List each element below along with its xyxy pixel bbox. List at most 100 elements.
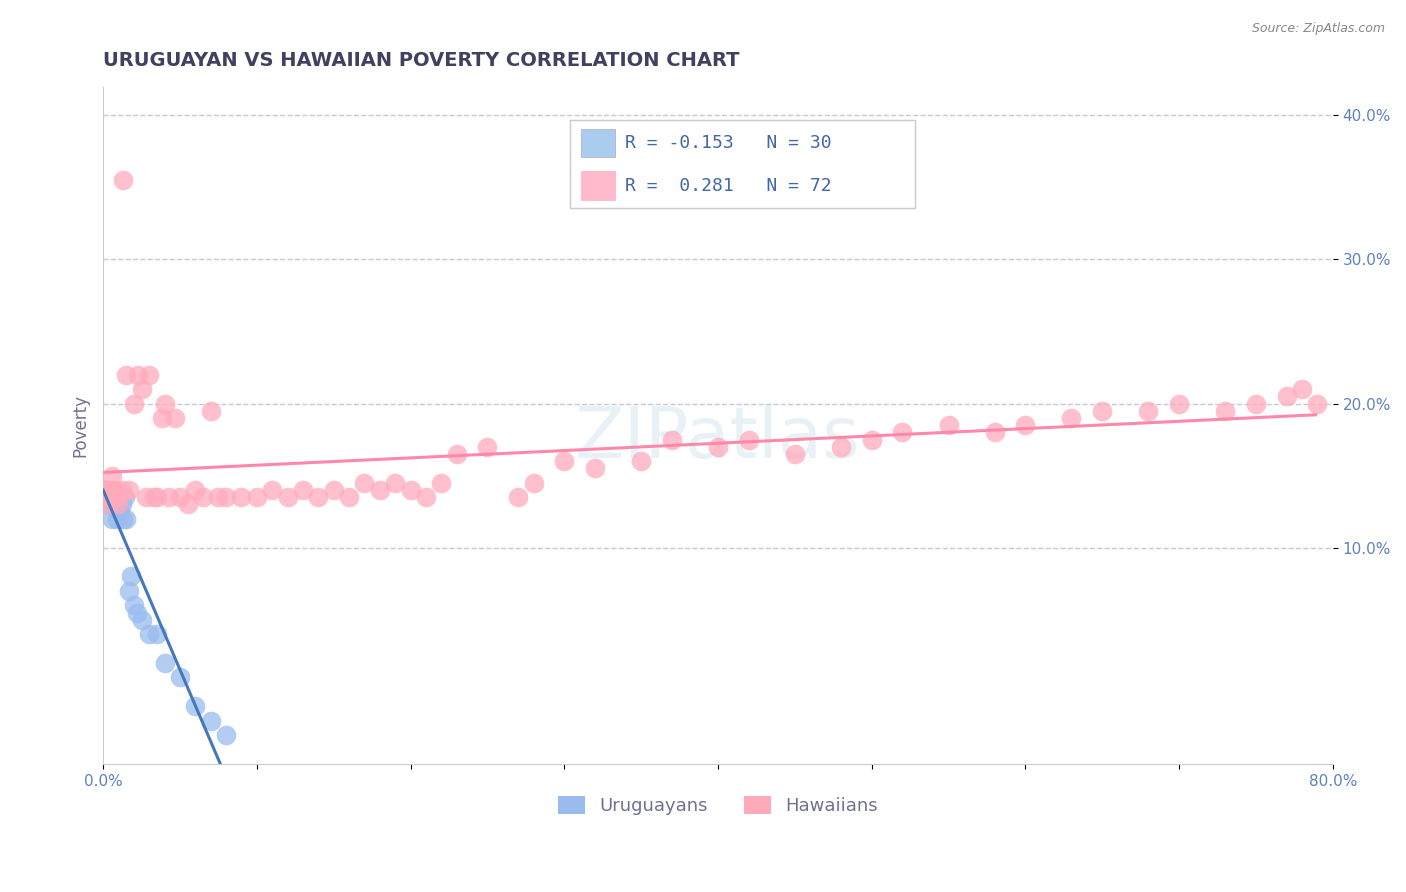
Point bbox=[337, 490, 360, 504]
Point bbox=[120, 569, 142, 583]
Point bbox=[860, 433, 883, 447]
Point bbox=[107, 498, 129, 512]
Point bbox=[150, 411, 173, 425]
Point bbox=[100, 490, 122, 504]
Point bbox=[415, 490, 437, 504]
Point bbox=[101, 468, 124, 483]
Point bbox=[191, 490, 214, 504]
Point bbox=[737, 433, 759, 447]
Point bbox=[830, 440, 852, 454]
Text: Source: ZipAtlas.com: Source: ZipAtlas.com bbox=[1251, 22, 1385, 36]
Y-axis label: Poverty: Poverty bbox=[72, 393, 89, 457]
Point bbox=[135, 490, 157, 504]
Point bbox=[118, 583, 141, 598]
Point bbox=[891, 425, 914, 440]
Point bbox=[938, 418, 960, 433]
Text: ZIPatlas: ZIPatlas bbox=[575, 404, 860, 474]
Point bbox=[1168, 396, 1191, 410]
Point bbox=[104, 490, 127, 504]
Point bbox=[98, 498, 121, 512]
Point bbox=[118, 483, 141, 497]
Point bbox=[446, 447, 468, 461]
Point bbox=[783, 447, 806, 461]
Point bbox=[707, 440, 730, 454]
Point bbox=[112, 173, 135, 187]
Point bbox=[1014, 418, 1036, 433]
Point bbox=[322, 483, 344, 497]
Point bbox=[522, 475, 544, 490]
Point bbox=[146, 490, 169, 504]
Point bbox=[399, 483, 422, 497]
Point bbox=[165, 411, 187, 425]
Point bbox=[1091, 403, 1114, 417]
Point bbox=[110, 483, 132, 497]
Point bbox=[93, 483, 115, 497]
Point bbox=[146, 627, 169, 641]
Point bbox=[583, 461, 606, 475]
Point bbox=[368, 483, 391, 497]
Point bbox=[169, 670, 191, 684]
Point bbox=[103, 483, 125, 497]
Point bbox=[215, 728, 238, 742]
Point bbox=[98, 483, 121, 497]
Point bbox=[127, 368, 149, 382]
Point bbox=[100, 490, 122, 504]
Point bbox=[169, 490, 191, 504]
Point bbox=[93, 498, 115, 512]
Point bbox=[262, 483, 284, 497]
Point bbox=[107, 498, 129, 512]
Point bbox=[983, 425, 1005, 440]
Point bbox=[384, 475, 406, 490]
Point bbox=[207, 490, 229, 504]
Point bbox=[661, 433, 683, 447]
Point bbox=[353, 475, 375, 490]
Point bbox=[96, 490, 118, 504]
Point bbox=[112, 512, 135, 526]
Point bbox=[115, 512, 138, 526]
Point bbox=[1275, 389, 1298, 403]
Point bbox=[1060, 411, 1083, 425]
Point bbox=[115, 368, 138, 382]
Point bbox=[114, 490, 136, 504]
Point bbox=[103, 498, 125, 512]
Text: URUGUAYAN VS HAWAIIAN POVERTY CORRELATION CHART: URUGUAYAN VS HAWAIIAN POVERTY CORRELATIO… bbox=[103, 51, 740, 70]
Point bbox=[157, 490, 180, 504]
Point bbox=[97, 498, 120, 512]
Point bbox=[97, 483, 120, 497]
Point bbox=[96, 483, 118, 497]
Point bbox=[553, 454, 575, 468]
Point bbox=[153, 396, 176, 410]
Point bbox=[138, 627, 160, 641]
Point bbox=[122, 396, 145, 410]
Point bbox=[101, 512, 124, 526]
Legend: Uruguayans, Hawaiians: Uruguayans, Hawaiians bbox=[551, 789, 886, 822]
Point bbox=[142, 490, 165, 504]
Point bbox=[630, 454, 652, 468]
Point bbox=[184, 483, 207, 497]
Point bbox=[1306, 396, 1329, 410]
Point bbox=[138, 368, 160, 382]
Point bbox=[105, 490, 128, 504]
Point bbox=[110, 498, 132, 512]
Point bbox=[1137, 403, 1160, 417]
Point bbox=[104, 483, 127, 497]
Point bbox=[291, 483, 314, 497]
Point bbox=[108, 505, 131, 519]
Point bbox=[215, 490, 238, 504]
Point bbox=[246, 490, 269, 504]
Point bbox=[122, 599, 145, 613]
Point bbox=[477, 440, 499, 454]
Point bbox=[184, 699, 207, 714]
Point bbox=[176, 498, 198, 512]
Point bbox=[200, 714, 222, 728]
Point bbox=[93, 483, 115, 497]
Point bbox=[96, 483, 118, 497]
Point bbox=[131, 613, 153, 627]
Point bbox=[1213, 403, 1236, 417]
Point bbox=[277, 490, 299, 504]
Point bbox=[200, 403, 222, 417]
Point bbox=[131, 382, 153, 396]
Point bbox=[508, 490, 530, 504]
Point bbox=[1244, 396, 1267, 410]
Point bbox=[125, 606, 148, 620]
